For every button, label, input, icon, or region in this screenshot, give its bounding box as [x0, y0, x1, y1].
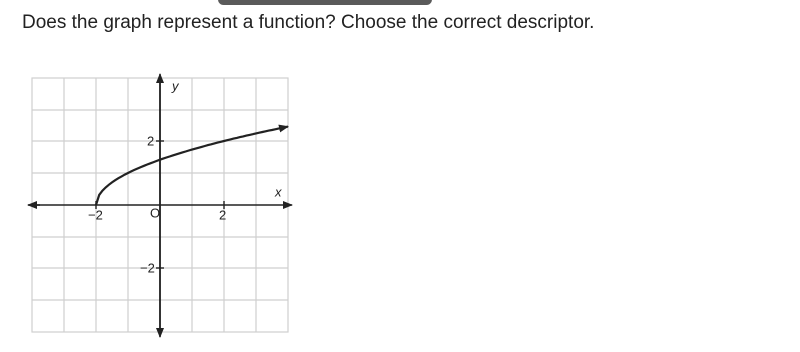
x-tick-label: 2	[219, 207, 226, 222]
y-axis-label: y	[171, 78, 180, 93]
x-axis-label: x	[274, 184, 282, 199]
origin-label: O	[150, 205, 160, 220]
y-tick-label: −2	[140, 260, 155, 275]
curve	[94, 124, 289, 206]
question-text: Does the graph represent a function? Cho…	[22, 12, 595, 33]
header-bar	[218, 0, 432, 5]
y-tick-label: 2	[147, 133, 154, 148]
x-tick-label: −2	[88, 207, 103, 222]
